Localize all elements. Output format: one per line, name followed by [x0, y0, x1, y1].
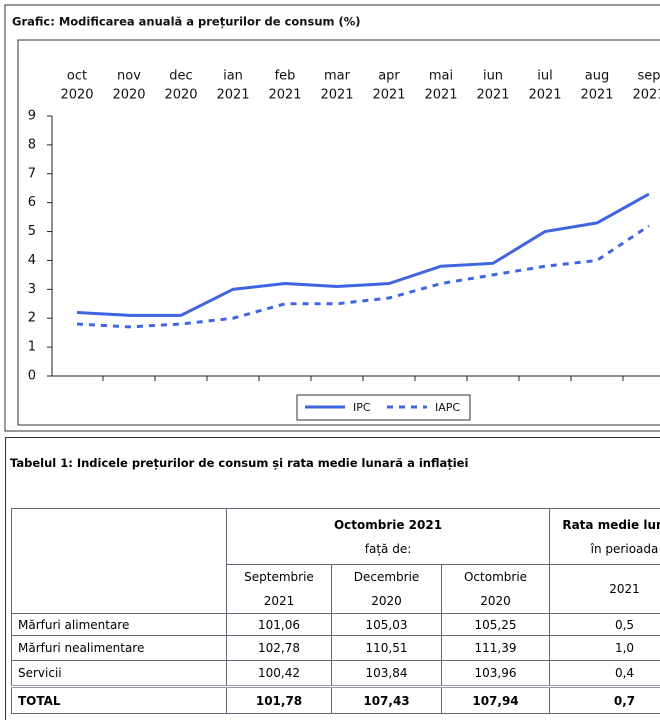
- value-cell: 105,25: [440, 613, 551, 636]
- y-tick-label: 8: [28, 137, 36, 152]
- x-tick-label: 2021: [424, 88, 457, 103]
- x-tick-label: mar: [324, 69, 351, 84]
- corner-cell: [11, 508, 227, 614]
- x-tick-label: 2020: [164, 88, 197, 103]
- value-cell: 103,84: [331, 660, 442, 687]
- x-tick-label: 2020: [112, 88, 145, 103]
- row-label: TOTAL: [11, 685, 227, 714]
- header-text: Rata medie lunară: [562, 517, 660, 532]
- x-tick-label: 2021: [268, 88, 301, 103]
- x-tick-label: oct: [67, 69, 87, 84]
- y-tick-label: 2: [28, 311, 36, 326]
- x-tick-label: ian: [223, 69, 243, 84]
- series-line: [76, 224, 650, 329]
- header-text: față de:: [364, 541, 412, 556]
- value-cell: 105,03: [331, 613, 442, 636]
- value-cell: 102,78: [226, 635, 332, 661]
- header-text: 2020: [371, 594, 402, 608]
- legend-label: IAPC: [435, 401, 460, 414]
- x-tick-label: iul: [537, 69, 552, 84]
- value-cell: 100,42: [226, 660, 332, 687]
- x-tick-label: sep: [637, 69, 660, 84]
- data-row: Mărfuri alimentare 101,06 105,03 105,25 0,5: [11, 613, 660, 636]
- x-tick-label: 2021: [580, 88, 613, 103]
- value-cell: 111,39: [440, 635, 551, 661]
- plot-border: [17, 39, 660, 426]
- table-title: Tabelul 1: Indicele prețurilor de consum…: [10, 456, 469, 470]
- y-tick-label: 6: [28, 195, 36, 210]
- x-tick-label: 2021: [320, 88, 353, 103]
- group-header: Octombrie 2021 față de:: [225, 508, 551, 565]
- value-cell: 101,78: [226, 685, 332, 714]
- y-tick-label: 7: [28, 166, 36, 181]
- chart-title: Grafic: Modificarea anuală a prețurilor …: [12, 15, 361, 29]
- x-tick-label: nov: [117, 69, 141, 84]
- value-cell: 110,51: [331, 635, 442, 661]
- y-tick-label: 0: [28, 369, 36, 384]
- group-header: Rata medie lunară în perioada: [549, 508, 660, 565]
- value-cell: 107,43: [331, 685, 442, 714]
- header-text: Septembrie: [244, 570, 314, 584]
- y-tick-label: 3: [28, 282, 36, 297]
- header-text: în perioada: [590, 541, 659, 556]
- y-tick-label: 1: [28, 340, 36, 355]
- column-header: Decembrie 2020: [331, 564, 442, 614]
- x-tick-label: 2021: [216, 88, 249, 103]
- header-text: Decembrie: [353, 570, 420, 584]
- x-tick-label: 2021: [632, 88, 660, 103]
- y-tick-label: 4: [28, 253, 36, 268]
- data-table: Octombrie 2021 față de: Rata medie lunară î…: [11, 508, 660, 714]
- x-tick-label: aug: [585, 69, 609, 84]
- column-header: 2021: [549, 564, 660, 614]
- x-tick-label: 2020: [60, 88, 93, 103]
- column-header: Octombrie 2020: [440, 564, 551, 614]
- header-text: 2021: [263, 594, 295, 608]
- header-text: Octombrie 2021: [333, 517, 443, 532]
- x-tick-label: 2021: [372, 88, 405, 103]
- header-row: Octombrie 2021 față de: Rata medie lunară î…: [11, 508, 660, 614]
- x-tick-label: 2021: [476, 88, 509, 103]
- legend-label: IPC: [353, 401, 371, 414]
- value-cell: 101,06: [226, 613, 332, 636]
- data-row: Servicii 100,42 103,84 103,96 0,4: [11, 660, 660, 687]
- chart-panel: Grafic: Modificarea anuală a prețurilor …: [4, 4, 660, 432]
- row-label: Mărfuri alimentare: [11, 613, 227, 636]
- y-tick-label: 5: [28, 224, 36, 239]
- x-tick-label: mai: [429, 69, 453, 84]
- value-cell: 107,94: [440, 685, 551, 714]
- x-tick-label: iun: [483, 69, 503, 84]
- row-label: Mărfuri nealimentare: [11, 635, 227, 661]
- header-text: 2020: [480, 594, 511, 608]
- x-tick-label: 2021: [528, 88, 561, 103]
- panel-border: [4, 4, 660, 432]
- column-header: Septembrie 2021: [226, 564, 332, 614]
- data-row: TOTAL 101,78 107,43 107,94 0,7: [11, 685, 660, 714]
- series-line: [76, 192, 650, 317]
- data-row: Mărfuri nealimentare 102,78 110,51 111,39 1,…: [11, 635, 660, 661]
- table-panel: Tabelul 1: Indicele prețurilor de consum…: [5, 437, 660, 720]
- row-label: Servicii: [11, 660, 227, 687]
- x-tick-label: dec: [169, 69, 192, 84]
- x-tick-label: feb: [275, 69, 296, 84]
- header-text: Octombrie: [463, 570, 528, 584]
- value-cell: 0,7: [549, 685, 660, 714]
- header-text: 2021: [609, 582, 640, 596]
- value-cell: 0,5: [549, 613, 660, 636]
- value-cell: 103,96: [440, 660, 551, 687]
- y-tick-label: 9: [28, 109, 36, 124]
- x-tick-label: apr: [378, 69, 400, 84]
- value-cell: 0,4: [549, 660, 660, 687]
- value-cell: 1,0: [549, 635, 660, 661]
- table-wrap: Octombrie 2021 față de: Rata medie lunară î…: [11, 508, 660, 714]
